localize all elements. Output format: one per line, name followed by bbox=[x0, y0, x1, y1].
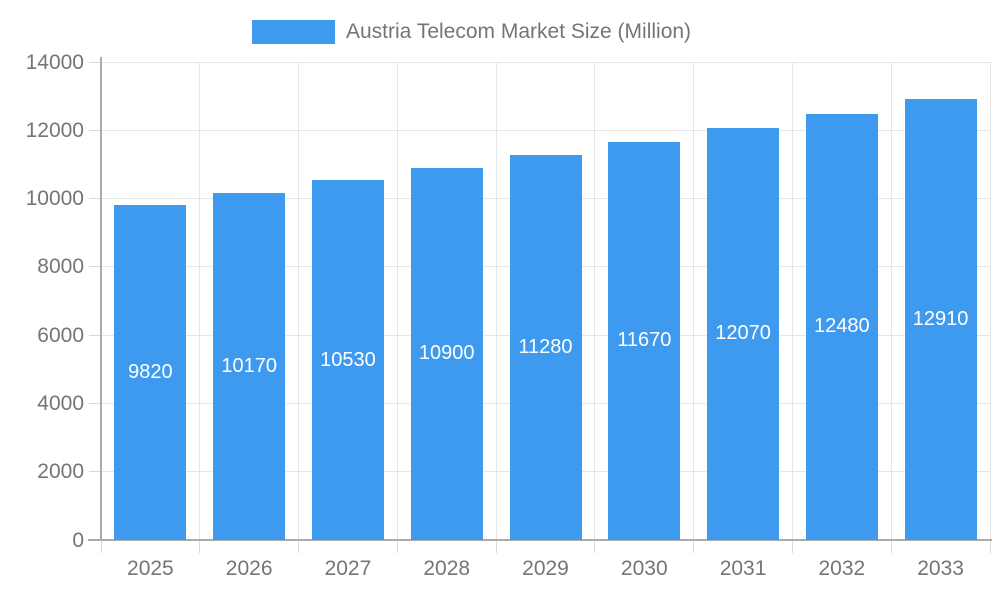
legend-label: Austria Telecom Market Size (Million) bbox=[346, 20, 692, 43]
x-axis-tick bbox=[594, 540, 596, 553]
y-axis-tick bbox=[89, 61, 101, 63]
y-axis-tick bbox=[89, 334, 101, 336]
bar-value-label: 10530 bbox=[320, 348, 376, 371]
x-gridline bbox=[989, 62, 991, 540]
x-axis-label: 2026 bbox=[225, 557, 273, 580]
x-axis-tick bbox=[495, 540, 497, 553]
x-axis-tick bbox=[890, 540, 892, 553]
x-axis-label: 2030 bbox=[620, 557, 668, 580]
x-axis-label: 2029 bbox=[522, 557, 569, 580]
bar-value-label: 12480 bbox=[814, 315, 870, 338]
x-gridline bbox=[495, 62, 497, 540]
x-axis-tick bbox=[298, 540, 300, 553]
x-gridline bbox=[594, 62, 596, 540]
x-gridline bbox=[396, 62, 398, 540]
x-gridline bbox=[693, 62, 695, 540]
y-gridline bbox=[101, 129, 990, 131]
bar-value-label: 10170 bbox=[221, 354, 277, 377]
bar-2028: 10900 bbox=[410, 167, 483, 540]
y-axis-label: 4000 bbox=[37, 391, 84, 415]
bar-2027: 10530 bbox=[311, 180, 384, 540]
bar-2031: 12070 bbox=[707, 127, 780, 540]
bar-value-label: 12070 bbox=[715, 322, 771, 345]
y-axis-label: 8000 bbox=[37, 255, 84, 279]
bar-2026: 10170 bbox=[213, 192, 286, 540]
x-axis-tick bbox=[791, 540, 793, 553]
x-axis-line bbox=[88, 539, 992, 541]
bar-2029: 11280 bbox=[509, 154, 582, 540]
y-axis-label: 12000 bbox=[25, 118, 84, 142]
x-axis-tick bbox=[693, 540, 695, 553]
bar-value-label: 10900 bbox=[418, 342, 475, 365]
x-axis-tick bbox=[396, 540, 398, 553]
bar-value-label: 11280 bbox=[518, 335, 573, 358]
y-axis-tick bbox=[89, 198, 101, 200]
y-axis-tick bbox=[89, 471, 101, 473]
y-gridline bbox=[101, 61, 990, 63]
bar-2032: 12480 bbox=[805, 113, 878, 540]
bar-2030: 11670 bbox=[608, 141, 681, 540]
x-gridline bbox=[298, 62, 300, 540]
bar-2033: 12910 bbox=[904, 99, 977, 540]
x-gridline bbox=[890, 62, 892, 540]
bar-value-label: 9820 bbox=[128, 360, 173, 383]
x-axis-label: 2025 bbox=[127, 557, 174, 580]
x-axis-label: 2031 bbox=[719, 557, 767, 580]
x-gridline bbox=[199, 62, 201, 540]
x-axis-tick bbox=[199, 540, 201, 553]
y-axis-label: 0 bbox=[72, 528, 84, 552]
legend-swatch bbox=[252, 19, 335, 44]
x-axis-label: 2027 bbox=[324, 557, 372, 580]
y-axis-tick bbox=[89, 402, 101, 404]
legend: Austria Telecom Market Size (Million) bbox=[252, 19, 691, 44]
x-axis-label: 2033 bbox=[917, 557, 964, 580]
bar-value-label: 11670 bbox=[617, 329, 672, 352]
x-axis-label: 2032 bbox=[818, 557, 866, 580]
y-axis-label: 6000 bbox=[37, 323, 84, 347]
x-axis-tick bbox=[989, 540, 991, 553]
y-axis-tick bbox=[89, 129, 101, 131]
x-gridline bbox=[791, 62, 793, 540]
y-axis-label: 10000 bbox=[25, 187, 84, 211]
y-axis-line bbox=[100, 57, 102, 540]
y-axis-label: 14000 bbox=[25, 50, 84, 74]
y-axis-label: 2000 bbox=[37, 460, 84, 484]
bar-2025: 9820 bbox=[114, 204, 187, 540]
y-axis-tick bbox=[89, 266, 101, 268]
bar-value-label: 12910 bbox=[912, 308, 969, 331]
x-axis-label: 2028 bbox=[423, 557, 471, 580]
x-axis-tick bbox=[100, 540, 102, 553]
